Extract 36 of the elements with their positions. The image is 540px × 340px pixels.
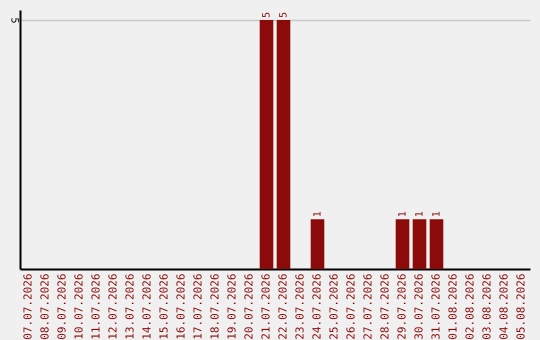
data-label: 1 xyxy=(432,211,442,218)
data-label: 5 xyxy=(262,12,272,18)
x-tick-label: 27.07.2026 xyxy=(362,274,374,340)
x-tick-label: 18.07.2026 xyxy=(208,274,222,340)
data-label: 1 xyxy=(414,211,426,218)
data-label: 1 xyxy=(312,211,324,218)
x-tick-label: 09.07.2026 xyxy=(56,274,68,340)
x-tick-label: 19.07.2026 xyxy=(226,274,238,340)
x-tick-label: 01.08.2026 xyxy=(446,274,460,340)
x-tick-label: 15.07.2026 xyxy=(158,274,170,340)
x-tick-label: 11.07.2026 xyxy=(90,274,102,340)
x-tick-label: 08.07.2026 xyxy=(38,274,52,340)
x-tick-label: 05.08.2026 xyxy=(514,274,528,340)
x-tick-label: 24.07.2026 xyxy=(310,274,324,340)
x-tick-label: 31.07.2026 xyxy=(430,274,442,340)
x-tick-label: 10.07.2026 xyxy=(72,274,86,340)
x-tick-label: 28.07.2026 xyxy=(378,274,392,340)
x-tick-label: 17.07.2026 xyxy=(192,274,204,340)
x-tick-label: 13.07.2026 xyxy=(124,274,136,340)
data-label: 5 xyxy=(278,12,290,18)
x-tick-label: 25.07.2026 xyxy=(328,274,340,340)
x-tick-label: 21.07.2026 xyxy=(260,274,272,340)
x-tick-label: 07.07.2026 xyxy=(22,274,34,340)
x-tick-label: 04.08.2026 xyxy=(498,274,510,340)
data-label: 1 xyxy=(398,211,408,218)
x-tick-label: 20.07.2026 xyxy=(242,274,256,340)
x-tick-label: 02.08.2026 xyxy=(464,274,476,340)
x-tick-label: 23.07.2026 xyxy=(294,274,306,340)
x-tick-label: 14.07.2026 xyxy=(140,274,154,340)
x-tick-label: 22.07.2026 xyxy=(276,274,290,340)
x-tick-label: 30.07.2026 xyxy=(412,274,426,340)
x-tick-label: 03.08.2026 xyxy=(480,274,494,340)
x-tick-label: 16.07.2026 xyxy=(174,274,188,340)
x-tick-label: 29.07.2026 xyxy=(396,274,408,340)
x-tick-label: 12.07.2026 xyxy=(106,274,120,340)
x-tick-label: 26.07.2026 xyxy=(344,274,358,340)
